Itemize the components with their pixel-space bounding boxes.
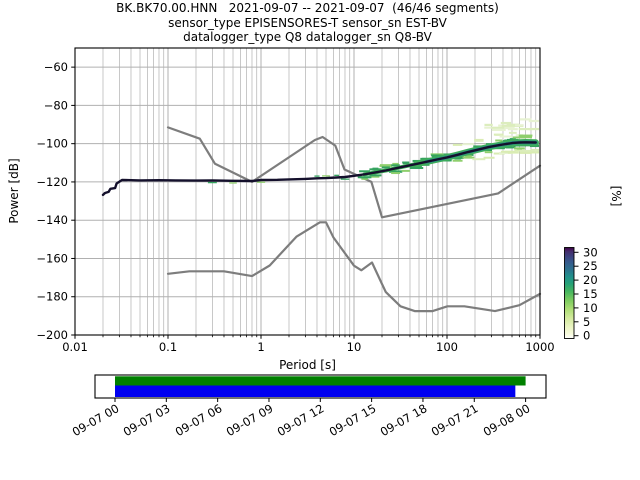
y-tick-label: −200 [36, 328, 68, 342]
nhnm-curve [166, 126, 542, 219]
nlnm-curve [166, 221, 542, 313]
y-tick-label: −160 [36, 251, 68, 265]
figure-title: BK.BK70.00.HNN 2021-09-07 -- 2021-09-07 … [116, 1, 499, 15]
x-tick-label: 100 [436, 340, 458, 354]
colorbar-tick-label: 20 [583, 273, 598, 287]
y-tick-label: −60 [44, 60, 68, 74]
y-tick-label: −100 [36, 137, 68, 151]
colorbar-tick-label: 0 [583, 329, 590, 343]
colorbar-tick-label: 30 [583, 245, 598, 259]
colorbar-tick-label: 15 [583, 287, 598, 301]
psd-mode-line [101, 141, 537, 197]
x-axis-label: Period [s] [279, 358, 336, 372]
y-tick-label: −140 [36, 213, 68, 227]
timeline-data-coverage-green [115, 376, 526, 386]
colorbar-tick-label: 25 [583, 259, 598, 273]
y-tick-label: −80 [44, 98, 68, 112]
x-tick-label: 1000 [525, 340, 554, 354]
colorbar [564, 247, 575, 339]
colorbar-tick-label: 10 [583, 301, 598, 315]
y-tick-label: −120 [36, 175, 68, 189]
x-tick-label: 1 [257, 340, 264, 354]
plot-frame [74, 47, 541, 336]
y-tick-label: −180 [36, 290, 68, 304]
x-tick-label: 0.1 [159, 340, 177, 354]
figure-subtitle-sensor: sensor_type EPISENSORES-T sensor_sn EST-… [168, 15, 447, 30]
x-tick-label: 10 [347, 340, 362, 354]
psd-histogram-fringe [207, 118, 539, 184]
colorbar-tick-label: 5 [583, 315, 590, 329]
x-tick-label: 0.01 [62, 340, 88, 354]
timeline-segments-blue [115, 385, 516, 397]
figure-subtitle-datalogger: datalogger_type Q8 datalogger_sn Q8-BV [183, 29, 432, 44]
grid-layer [75, 48, 540, 335]
